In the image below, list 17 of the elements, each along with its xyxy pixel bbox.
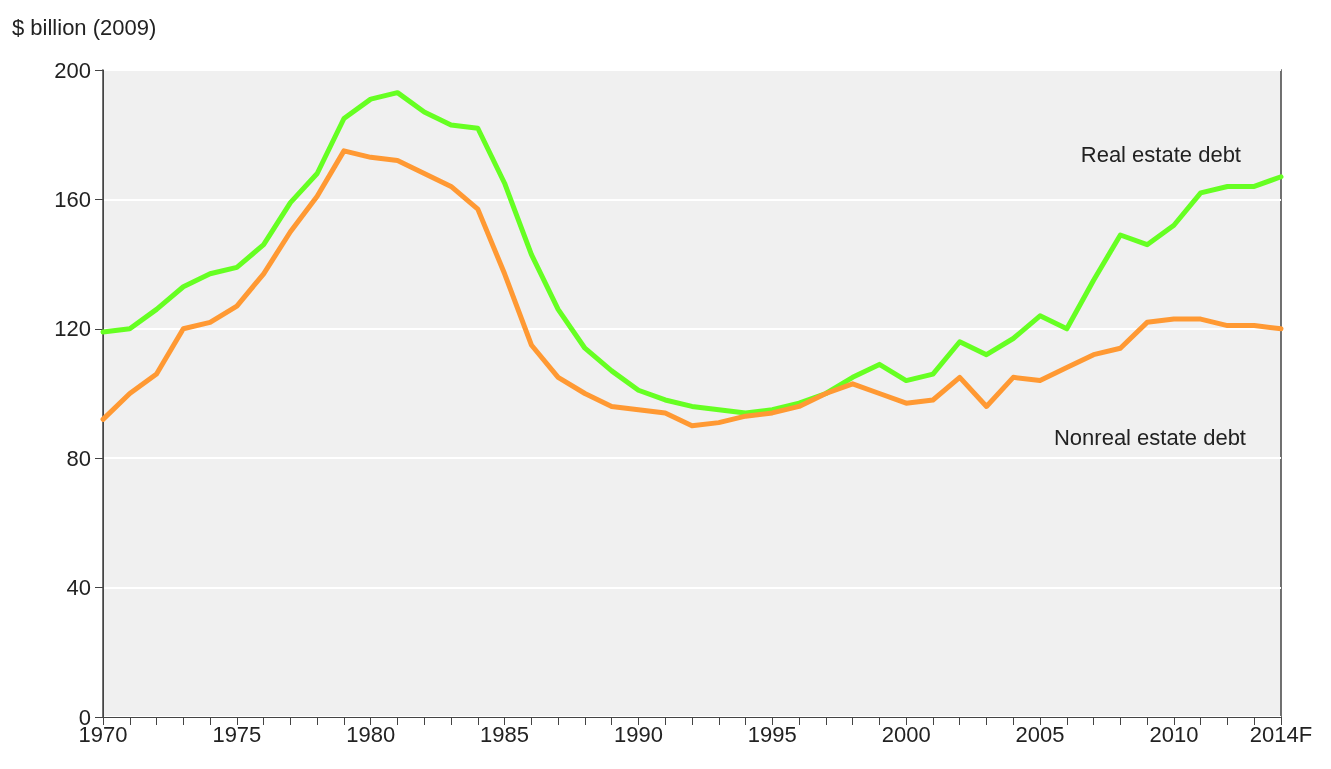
y-tick-label: 80: [66, 445, 91, 471]
series-label: Real estate debt: [1080, 142, 1241, 168]
text: Nonreal estate debt: [1053, 425, 1246, 451]
x-tick-label: 2005: [1015, 721, 1065, 747]
y-tick-label: 40: [66, 575, 91, 601]
x-tick-label: 1995: [747, 721, 797, 747]
y-axis-title: $ billion (2009): [12, 14, 157, 40]
x-tick-label: 2010: [1149, 721, 1199, 747]
y-tick-label: 120: [54, 316, 91, 342]
x-tick-label: 1975: [212, 721, 262, 747]
y-tick-label: 200: [54, 57, 91, 83]
x-tick-label: 2014F: [1249, 721, 1313, 747]
x-tick-label: 1985: [480, 721, 530, 747]
y-tick-label: 160: [54, 186, 91, 212]
x-tick-label: 2000: [881, 721, 931, 747]
x-tick-label: 1990: [613, 721, 663, 747]
x-tick-label: 1980: [346, 721, 396, 747]
